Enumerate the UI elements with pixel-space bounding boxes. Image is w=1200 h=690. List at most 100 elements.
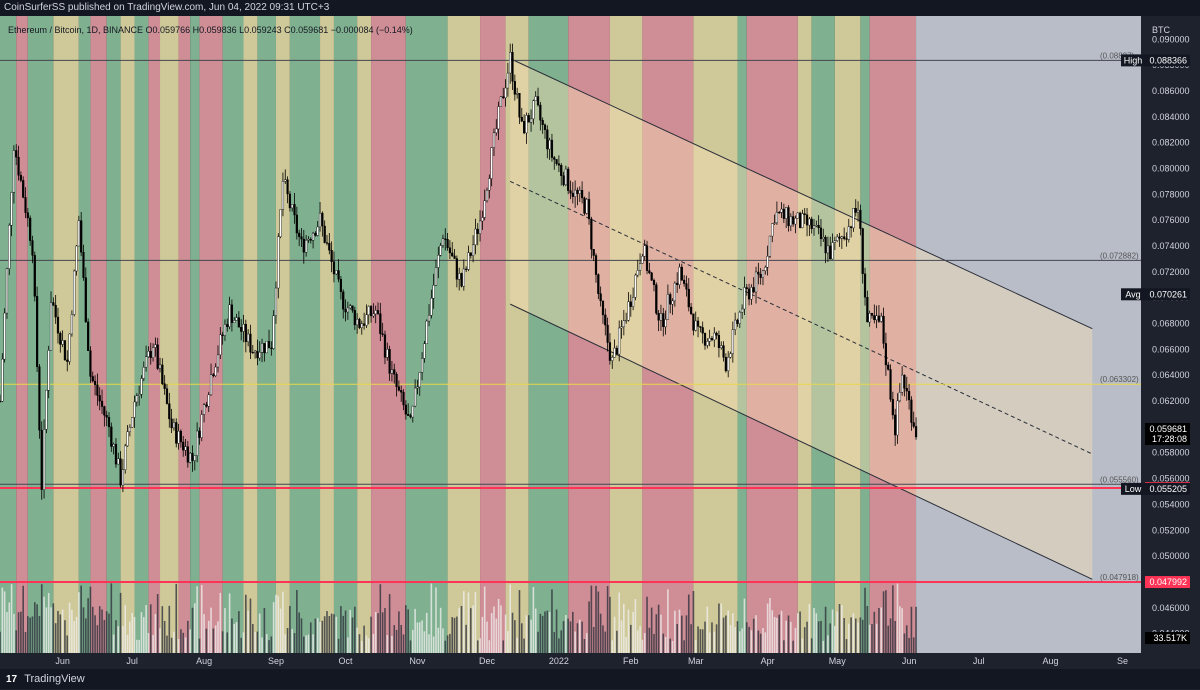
candle-body [618, 327, 621, 355]
volume-bar [509, 584, 512, 653]
time-axis[interactable] [0, 653, 1141, 669]
volume-bar [384, 608, 386, 653]
candle-body [404, 404, 407, 415]
bottom-support-tag-text: 0.047992 [1149, 577, 1187, 587]
volume-bar [207, 620, 210, 653]
price-axis[interactable] [1141, 16, 1200, 653]
low-label: Low [1125, 484, 1142, 494]
volume-bar [602, 625, 604, 653]
volume-bar [61, 609, 64, 653]
volume-bar [187, 620, 189, 653]
candle-body [504, 87, 507, 98]
volume-bar [578, 619, 581, 653]
candle-body [754, 271, 758, 293]
volume-bar [815, 613, 818, 653]
channel-mid-line[interactable] [509, 180, 1093, 455]
candle-body [267, 341, 271, 349]
candle-body [117, 458, 120, 465]
price-tick: 0.084000 [1152, 112, 1190, 122]
volume-bar [231, 618, 233, 653]
volume-bar [286, 628, 289, 653]
volume-bar [609, 596, 611, 653]
candle-body [346, 307, 349, 313]
volume-bar [634, 599, 637, 653]
candle-body [527, 115, 530, 123]
volume-bar [831, 609, 834, 653]
horizontal-lines[interactable]: (0.08837) (0.072882) (0.063302) (0.055560) (… [0, 51, 1141, 584]
price-tick: 0.076000 [1152, 215, 1190, 225]
candle-body [597, 274, 600, 294]
volume-bar [643, 633, 646, 653]
candle-body [105, 414, 108, 418]
volume-bar [291, 629, 294, 653]
zone-green [106, 16, 121, 653]
volume-bar [405, 605, 407, 653]
price-tick: 0.074000 [1152, 241, 1190, 251]
tradingview-brand[interactable]: TradingView [24, 673, 85, 685]
volume-bar [757, 630, 760, 653]
volume-bar [864, 587, 866, 653]
volume-bar [639, 626, 641, 653]
candle-body [360, 323, 363, 328]
volume-bar [161, 606, 164, 653]
zone-red [642, 16, 694, 653]
channel-upper-line[interactable] [509, 58, 1093, 330]
candle-body [260, 343, 264, 353]
candle-body [411, 405, 414, 418]
candle-body [274, 287, 278, 316]
candle-body [713, 332, 716, 341]
symbol-info: Ethereum / Bitcoin, 1D, BINANCE O0.05976… [8, 25, 413, 35]
candle-body [149, 350, 152, 358]
volume-bar [472, 605, 474, 653]
candle-body [124, 445, 127, 470]
volume-bar [901, 608, 903, 653]
candle-body [676, 282, 679, 285]
candle-body [209, 374, 213, 396]
volume-bar [119, 592, 122, 653]
volume-bar [45, 607, 48, 653]
candle-body [671, 300, 674, 305]
volume-bar [168, 605, 171, 653]
candle-body [330, 249, 333, 262]
volume-bar [219, 592, 222, 653]
volume-bar [377, 613, 379, 653]
candle-body [189, 452, 192, 463]
candle-body [376, 310, 380, 314]
candle-body [212, 374, 215, 376]
candle-body [441, 238, 445, 246]
candle-body [548, 139, 551, 150]
volume-bar [541, 615, 544, 653]
candle-body [1, 358, 4, 402]
volume-bar [428, 634, 430, 653]
candle-body [400, 390, 403, 393]
volume-bar [335, 616, 338, 653]
zone-green [528, 16, 569, 653]
volume-bar [681, 615, 683, 653]
candle-body [666, 294, 670, 320]
volume-bar [425, 612, 428, 653]
candle-body [518, 93, 521, 118]
volume-bar [328, 615, 331, 653]
candle-body [715, 332, 718, 336]
volume-bar [511, 612, 514, 653]
volume-bar [365, 635, 368, 653]
volume-bar [817, 621, 820, 653]
candle-body [91, 376, 94, 382]
candle-body [56, 316, 60, 334]
time-tick: Jun [902, 656, 917, 666]
volume-bar [398, 611, 400, 653]
candle-body [270, 347, 273, 349]
price-tick: 0.080000 [1152, 163, 1190, 173]
candle-body [223, 324, 227, 336]
volume-bar [750, 630, 753, 653]
tradingview-logo-icon[interactable]: 17 [6, 674, 18, 685]
volume-bar [451, 617, 454, 653]
volume-bar [486, 621, 488, 653]
volume-bar [140, 612, 143, 653]
sentiment-zones [0, 16, 917, 653]
volume-bar [17, 612, 20, 653]
volume-bar [73, 620, 76, 653]
price-chart[interactable]: (0.08837) (0.072882) (0.063302) (0.055560) (… [0, 16, 1200, 669]
candle-body [170, 418, 173, 429]
candle-body [687, 288, 690, 308]
